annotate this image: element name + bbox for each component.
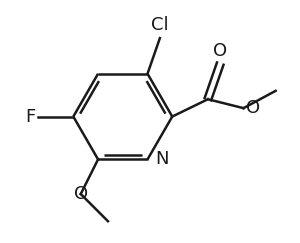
Text: N: N bbox=[155, 150, 168, 168]
Text: Cl: Cl bbox=[151, 16, 169, 34]
Text: O: O bbox=[74, 185, 88, 203]
Text: F: F bbox=[25, 108, 35, 126]
Text: O: O bbox=[246, 99, 260, 117]
Text: O: O bbox=[213, 42, 227, 60]
